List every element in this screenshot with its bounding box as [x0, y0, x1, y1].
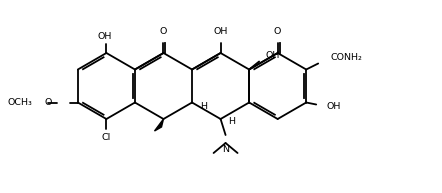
Polygon shape — [155, 119, 164, 131]
Text: H: H — [229, 117, 236, 125]
Text: O: O — [44, 98, 52, 107]
Text: O: O — [160, 27, 167, 36]
Text: H: H — [200, 102, 207, 111]
Text: N: N — [222, 145, 229, 154]
Text: CONH₂: CONH₂ — [330, 53, 362, 62]
Text: OH: OH — [265, 51, 279, 60]
Text: O: O — [274, 27, 282, 36]
Text: OH: OH — [326, 102, 341, 111]
Text: Cl: Cl — [102, 133, 111, 142]
Text: OH: OH — [97, 32, 111, 41]
Text: OCH₃: OCH₃ — [7, 98, 32, 107]
Text: OH: OH — [213, 27, 228, 36]
